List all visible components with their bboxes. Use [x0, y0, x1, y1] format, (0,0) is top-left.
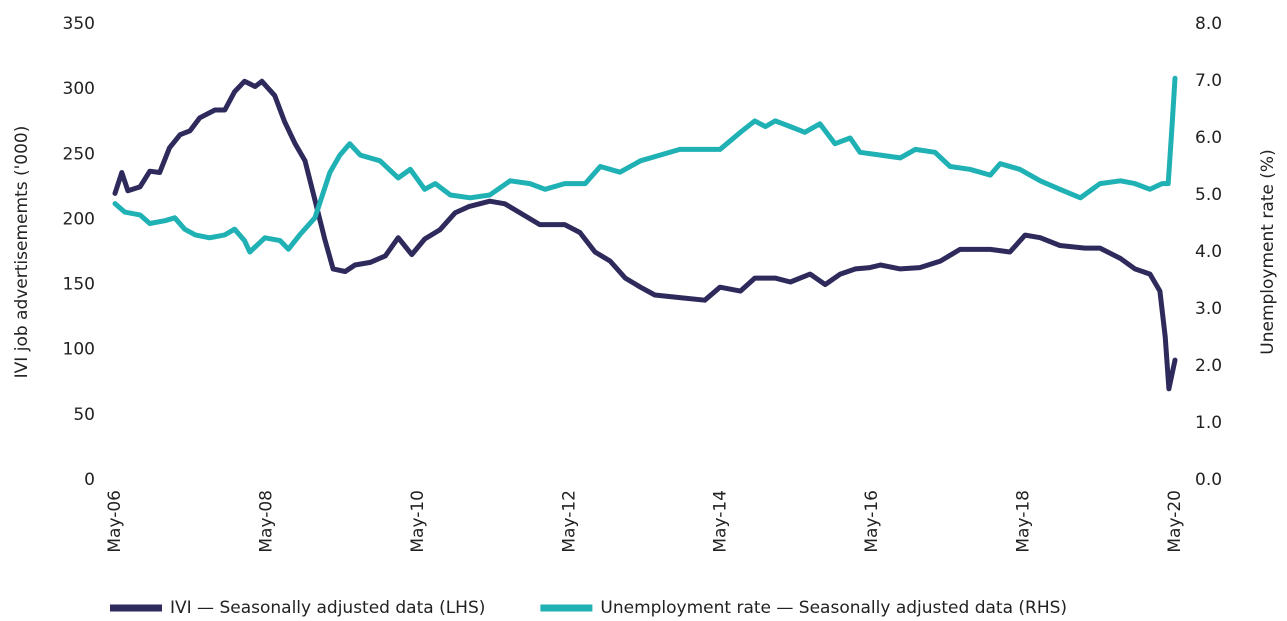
y2-tick-label: 0.0: [1195, 470, 1222, 490]
y2-tick-label: 6.0: [1195, 128, 1222, 148]
y2-tick-label: 2.0: [1195, 356, 1222, 376]
y-tick-label: 350: [63, 14, 95, 34]
x-tick-label: May-08: [256, 490, 276, 553]
x-tick-label: May-12: [559, 490, 579, 553]
series-line: [112, 75, 1178, 255]
legend-label: IVI — Seasonally adjusted data (LHS): [170, 598, 485, 618]
y-tick-label: 300: [63, 79, 95, 99]
y2-tick-label: 4.0: [1195, 242, 1222, 262]
y2-tick-label: 8.0: [1195, 14, 1222, 34]
series-line: [112, 78, 1178, 392]
x-tick-label: May-16: [862, 490, 882, 553]
x-tick-label: May-20: [1165, 490, 1185, 553]
y-axis-title: IVI job advertisememts ('000): [12, 126, 32, 379]
y2-tick-label: 1.0: [1195, 413, 1222, 433]
y-tick-label: 50: [73, 405, 95, 425]
y2-tick-label: 3.0: [1195, 299, 1222, 319]
y-tick-label: 100: [63, 340, 95, 360]
y2-axis-title: Unemployment rate (%): [1258, 149, 1278, 354]
y-tick-label: 250: [63, 144, 95, 164]
x-tick-label: May-14: [711, 490, 731, 553]
y-tick-label: 0: [84, 470, 95, 490]
y-tick-label: 150: [63, 275, 95, 295]
x-tick-label: May-18: [1014, 490, 1034, 553]
y2-tick-label: 7.0: [1195, 71, 1222, 91]
y2-tick-label: 5.0: [1195, 185, 1222, 205]
x-tick-label: May-10: [408, 490, 428, 553]
legend-label: Unemployment rate — Seasonally adjusted …: [600, 598, 1067, 618]
y-tick-label: 200: [63, 209, 95, 229]
x-tick-label: May-06: [105, 490, 125, 553]
